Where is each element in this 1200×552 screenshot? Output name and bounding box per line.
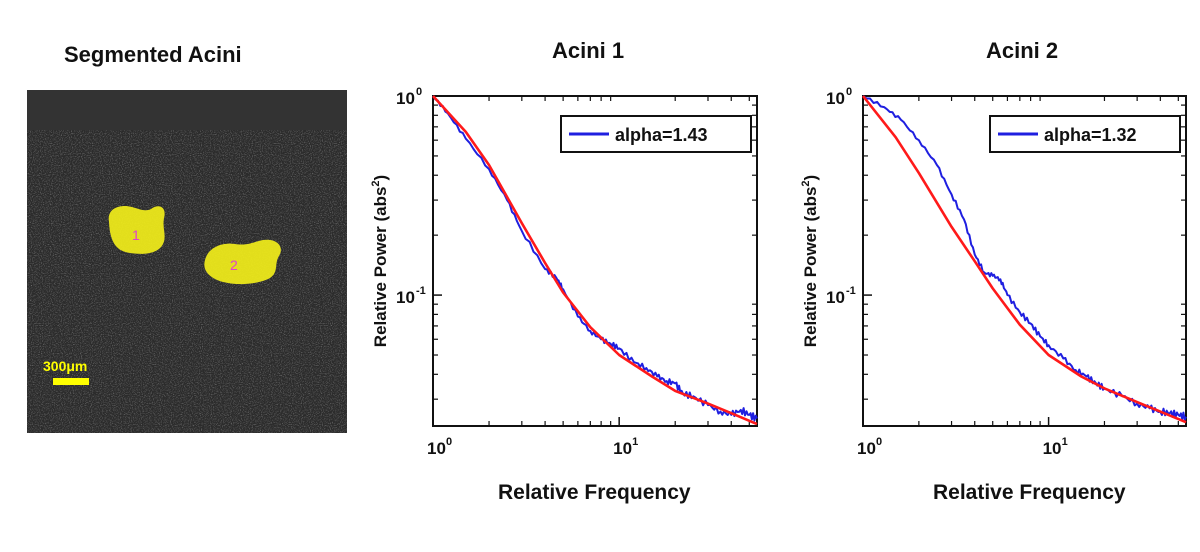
- scale-bar: [53, 378, 89, 385]
- x-tick-label: 10: [1043, 439, 1062, 458]
- x-tick-label: 10: [427, 439, 446, 458]
- y-tick-label-exponent: -1: [846, 285, 856, 297]
- acini-2-title: Acini 2: [986, 38, 1059, 63]
- x-tick-label-exponent: 1: [1062, 436, 1068, 448]
- oct-image: 1 2 300μm: [27, 90, 347, 433]
- svg-text:Relative Power (abs2): Relative Power (abs2): [800, 175, 820, 347]
- legend: alpha=1.43: [560, 115, 752, 153]
- legend-label: alpha=1.32: [1044, 125, 1137, 145]
- scale-bar-label: 300μm: [43, 358, 87, 374]
- y-axis-label: Relative Power (abs2): [800, 175, 820, 347]
- x-tick-label: 10: [613, 439, 632, 458]
- segmented-acini-title: Segmented Acini: [64, 42, 242, 67]
- x-tick-label-exponent: 1: [632, 436, 638, 448]
- x-tick-label-exponent: 0: [876, 436, 882, 448]
- axes-frame: [862, 95, 1187, 427]
- axes-frame: [432, 95, 758, 427]
- region-label-2: 2: [230, 257, 238, 273]
- y-tick-label: 10: [826, 288, 845, 307]
- y-tick-label-exponent: 0: [416, 86, 422, 98]
- acini-1-segment: [108, 206, 165, 254]
- y-tick-label: 10: [396, 89, 415, 108]
- y-tick-label-exponent: -1: [416, 285, 426, 297]
- acini-1-x-axis-label: Relative Frequency: [498, 481, 691, 504]
- y-tick-label-exponent: 0: [846, 86, 852, 98]
- acini-2-x-axis-label: Relative Frequency: [933, 481, 1126, 504]
- acini-1-title: Acini 1: [552, 38, 625, 63]
- svg-text:Relative Power (abs2): Relative Power (abs2): [370, 175, 390, 347]
- speckle-dim: [27, 130, 347, 433]
- y-tick-label: 10: [826, 89, 845, 108]
- image-top-band: [27, 90, 347, 130]
- data-series-line: [862, 95, 1187, 421]
- fit-series-line: [861, 95, 1187, 424]
- legend: alpha=1.32: [989, 115, 1181, 153]
- legend-label: alpha=1.43: [615, 125, 708, 145]
- x-tick-label-exponent: 0: [446, 436, 452, 448]
- region-label-1: 1: [132, 227, 140, 243]
- acini-2-segment: [204, 239, 281, 285]
- y-axis-label: Relative Power (abs2): [370, 175, 390, 347]
- x-tick-label: 10: [857, 439, 876, 458]
- fit-series-line: [432, 95, 758, 426]
- y-tick-label: 10: [396, 288, 415, 307]
